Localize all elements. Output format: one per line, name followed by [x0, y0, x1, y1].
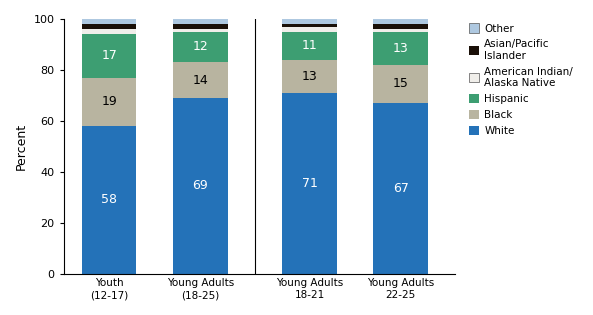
Text: 19: 19: [101, 95, 117, 108]
Bar: [173, 98, 228, 273]
Text: 67: 67: [393, 182, 409, 195]
Text: 11: 11: [302, 39, 317, 52]
Text: 71: 71: [302, 177, 318, 190]
Bar: [173, 24, 228, 29]
Bar: [173, 62, 228, 98]
Bar: [173, 32, 228, 62]
Bar: [173, 29, 228, 32]
Bar: [82, 19, 136, 24]
Bar: [282, 93, 337, 273]
Bar: [82, 126, 136, 273]
Bar: [282, 27, 337, 32]
Bar: [282, 24, 337, 27]
Bar: [374, 103, 428, 273]
Text: 15: 15: [393, 77, 409, 90]
Text: 12: 12: [192, 41, 208, 54]
Bar: [374, 65, 428, 103]
Text: 17: 17: [101, 49, 117, 62]
Text: 14: 14: [192, 74, 208, 87]
Text: 13: 13: [302, 70, 317, 83]
Bar: [374, 19, 428, 24]
Text: 58: 58: [101, 193, 117, 206]
Bar: [282, 19, 337, 24]
Bar: [374, 29, 428, 32]
Text: 69: 69: [192, 179, 208, 192]
Bar: [82, 34, 136, 77]
Bar: [173, 19, 228, 24]
Bar: [374, 24, 428, 29]
Bar: [282, 32, 337, 60]
Text: 13: 13: [393, 42, 409, 55]
Bar: [82, 24, 136, 29]
Bar: [82, 29, 136, 34]
Y-axis label: Percent: Percent: [15, 123, 28, 170]
Legend: Other, Asian/Pacific
Islander, American Indian/
Alaska Native, Hispanic, Black, : Other, Asian/Pacific Islander, American …: [464, 19, 578, 140]
Bar: [374, 32, 428, 65]
Bar: [82, 77, 136, 126]
Bar: [282, 60, 337, 93]
